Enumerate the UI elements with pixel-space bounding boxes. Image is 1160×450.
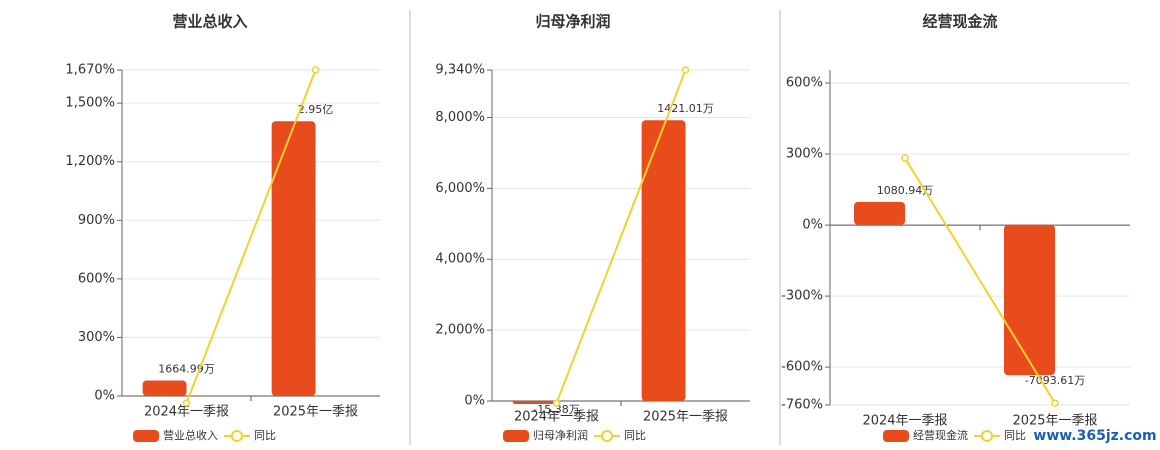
y-tick-label: 900%	[78, 213, 115, 228]
x-tick-label: 2024年一季报	[862, 414, 947, 429]
data-label: 2.95亿	[298, 103, 334, 116]
y-tick-label: 9,340%	[435, 63, 485, 78]
y-tick-label: -760%	[781, 398, 823, 413]
line-point	[182, 399, 191, 407]
bar	[854, 201, 905, 225]
y-tick-label: 8,000%	[435, 110, 485, 125]
line-point	[901, 154, 909, 162]
legend-label: 同比	[254, 429, 276, 442]
legend-label: 经营现金流	[913, 428, 968, 442]
line	[555, 69, 687, 404]
y-tick-label: -600%	[781, 360, 823, 375]
y-tick-label: 300%	[78, 330, 115, 345]
line-point	[311, 66, 320, 74]
legend-label: 同比	[624, 429, 646, 442]
x-tick-label: 2025年一季报	[1012, 414, 1097, 429]
bar	[512, 401, 557, 405]
y-tick-label: 1,200%	[65, 154, 115, 169]
y-tick-label: 6,000%	[435, 181, 485, 196]
y-tick-label: 2,000%	[435, 323, 485, 338]
x-tick-label: 2024年一季报	[144, 405, 229, 420]
data-label: -7093.61万	[1025, 374, 1085, 387]
line	[185, 69, 317, 404]
legend-swatch	[981, 430, 993, 442]
x-tick-label: 2025年一季报	[273, 405, 358, 420]
watermark: www.365jz.com	[1033, 428, 1156, 444]
chart-title: 经营现金流	[922, 13, 997, 31]
y-tick-label: 0%	[94, 389, 115, 404]
y-tick-label: 600%	[786, 76, 823, 91]
y-tick-label: 0%	[464, 394, 485, 409]
legend-swatch	[133, 430, 159, 442]
chart-title: 营业总收入	[172, 13, 247, 31]
line-point	[681, 66, 690, 74]
legend-label: 归母净利润	[533, 428, 588, 442]
y-tick-label: 1,500%	[65, 96, 115, 111]
line	[904, 157, 1056, 404]
y-tick-label: -300%	[781, 289, 823, 304]
y-tick-label: 4,000%	[435, 252, 485, 267]
data-label: 1080.94万	[877, 184, 934, 197]
x-tick-label: 2024年一季报	[514, 410, 599, 425]
legend-label: 同比	[1004, 429, 1026, 442]
legend-swatch	[601, 430, 613, 442]
data-label: 1664.99万	[158, 362, 215, 375]
bar	[641, 120, 686, 401]
legend-label: 营业总收入	[163, 428, 218, 442]
data-label: -15.38万	[533, 403, 579, 416]
y-tick-label: 300%	[786, 147, 823, 162]
chart-title: 归母净利润	[535, 13, 610, 31]
line-point	[1051, 399, 1059, 407]
legend-swatch	[231, 430, 243, 442]
legend-swatch	[883, 430, 909, 442]
x-tick-label: 2025年一季报	[643, 410, 728, 425]
bar	[271, 121, 316, 396]
line-point	[552, 399, 561, 407]
data-label: 1421.01万	[657, 102, 714, 115]
bar	[1004, 224, 1055, 376]
y-tick-label: 600%	[78, 271, 115, 286]
y-tick-label: 1,670%	[65, 63, 115, 78]
legend-swatch	[503, 430, 529, 442]
y-tick-label: 0%	[802, 218, 823, 233]
bar	[142, 380, 187, 396]
